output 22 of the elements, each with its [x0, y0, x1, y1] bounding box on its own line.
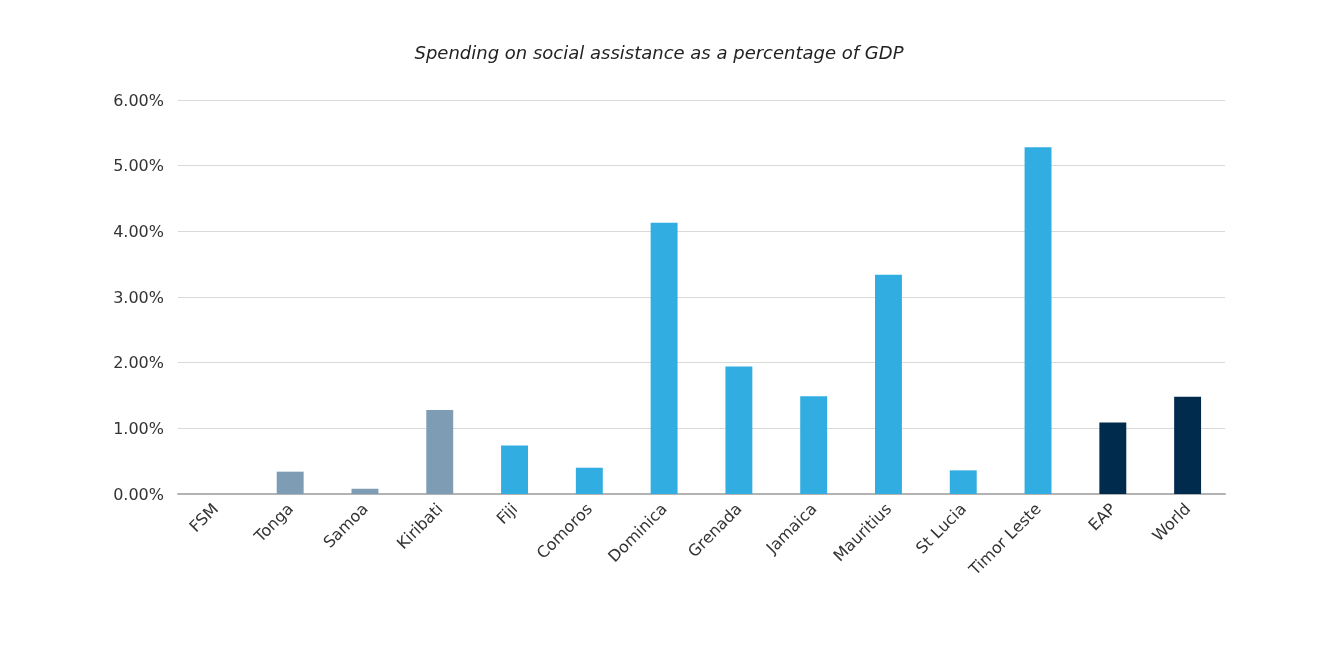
bar	[800, 396, 828, 494]
y-tick-label: 4.00%	[113, 221, 164, 241]
bar	[1174, 396, 1202, 494]
x-tick-label: Fiji	[492, 499, 522, 528]
chart-title: Spending on social assistance as a percentage of GDP	[414, 41, 904, 63]
bar	[1099, 422, 1127, 494]
y-tick-label: 1.00%	[113, 418, 164, 438]
bar	[725, 366, 753, 494]
bar	[1024, 147, 1052, 494]
bar	[426, 409, 454, 494]
bar	[875, 274, 902, 494]
bar	[501, 445, 528, 494]
bar	[575, 467, 603, 494]
bar	[650, 222, 678, 494]
bar	[351, 488, 379, 494]
y-tick-label: 2.00%	[113, 353, 164, 373]
bar	[949, 470, 977, 494]
bar	[276, 471, 304, 494]
y-tick-label: 3.00%	[113, 287, 164, 307]
y-tick-label: 0.00%	[113, 484, 164, 504]
y-tick-label: 6.00%	[113, 90, 164, 110]
y-tick-label: 5.00%	[113, 156, 164, 176]
